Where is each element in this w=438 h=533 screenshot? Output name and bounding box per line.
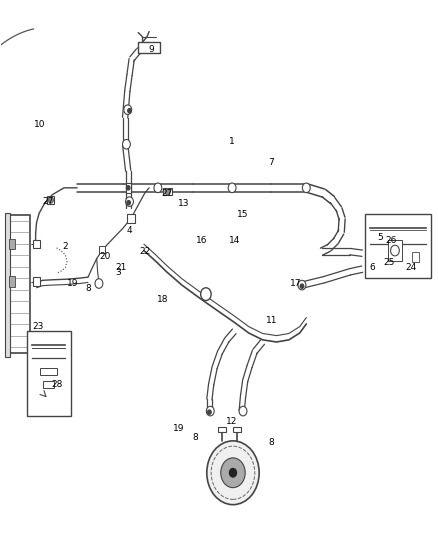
Text: 27: 27 [42, 197, 53, 206]
Bar [365, 214, 431, 278]
Text: 25: 25 [384, 258, 395, 266]
Text: 23: 23 [32, 321, 43, 330]
Text: 26: 26 [386, 237, 397, 246]
Text: 27: 27 [161, 189, 172, 198]
Text: 15: 15 [237, 210, 249, 219]
Text: 12: 12 [226, 417, 238, 426]
Bar [47, 196, 54, 204]
Circle shape [207, 441, 259, 505]
Bar [43, 381, 54, 387]
Circle shape [302, 183, 310, 192]
Text: 10: 10 [34, 119, 46, 128]
Text: 9: 9 [148, 45, 154, 54]
Bar [138, 42, 160, 53]
Bar [40, 368, 57, 375]
Circle shape [230, 469, 237, 477]
Circle shape [239, 406, 247, 416]
Text: 18: 18 [156, 295, 168, 304]
Text: 20: 20 [99, 253, 110, 261]
Text: 28: 28 [52, 380, 63, 389]
Circle shape [206, 406, 214, 416]
Circle shape [228, 183, 236, 192]
Text: 11: 11 [265, 316, 277, 325]
Text: 17: 17 [290, 279, 301, 288]
Circle shape [128, 109, 131, 113]
Circle shape [208, 410, 211, 414]
Text: 8: 8 [85, 284, 91, 293]
Text: 5: 5 [378, 233, 383, 242]
Text: 3: 3 [116, 269, 121, 277]
Bar [5, 213, 11, 357]
Circle shape [298, 280, 306, 290]
Circle shape [127, 185, 130, 190]
Text: 8: 8 [192, 433, 198, 442]
Bar [233, 426, 241, 432]
Bar [218, 426, 226, 432]
Circle shape [126, 197, 134, 206]
Bar [412, 252, 420, 262]
Bar [163, 188, 172, 195]
Bar [10, 215, 30, 353]
Circle shape [300, 284, 304, 288]
Text: 1: 1 [229, 137, 235, 146]
Circle shape [154, 183, 162, 192]
Circle shape [124, 105, 132, 115]
Circle shape [48, 197, 53, 203]
Text: 24: 24 [406, 263, 417, 272]
Bar [33, 240, 40, 248]
Text: 21: 21 [115, 263, 127, 272]
Circle shape [165, 188, 170, 195]
Circle shape [123, 140, 131, 149]
Text: 8: 8 [268, 439, 274, 448]
Circle shape [391, 245, 399, 256]
Bar [389, 240, 402, 261]
Text: 19: 19 [173, 424, 184, 433]
Circle shape [95, 279, 103, 288]
Text: 6: 6 [369, 263, 374, 272]
Text: 19: 19 [67, 279, 78, 288]
Bar [27, 332, 71, 416]
Text: 14: 14 [229, 237, 240, 246]
Bar [99, 246, 105, 254]
Text: 13: 13 [178, 199, 190, 208]
Text: 7: 7 [268, 158, 274, 167]
Text: 16: 16 [196, 237, 207, 246]
Circle shape [127, 200, 131, 205]
Bar [10, 276, 14, 287]
Bar [10, 239, 14, 249]
Text: 4: 4 [127, 226, 132, 235]
Bar [127, 214, 135, 223]
Bar [33, 277, 40, 286]
Bar [126, 183, 131, 192]
Circle shape [201, 288, 211, 301]
Text: 22: 22 [139, 247, 150, 256]
Circle shape [221, 458, 245, 488]
Text: 2: 2 [63, 242, 68, 251]
